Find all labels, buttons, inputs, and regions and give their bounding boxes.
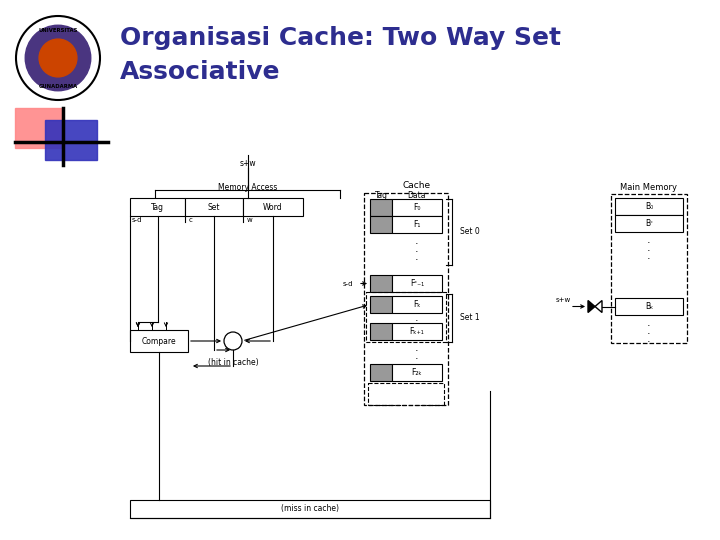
Text: Compare: Compare xyxy=(142,336,176,346)
Text: Set 0: Set 0 xyxy=(460,227,480,237)
Bar xyxy=(364,193,448,405)
Text: (hit in cache): (hit in cache) xyxy=(208,357,258,367)
Text: .: . xyxy=(647,318,651,328)
Text: UNIVERSITAS: UNIVERSITAS xyxy=(38,28,78,32)
Text: w: w xyxy=(247,217,253,223)
Text: .: . xyxy=(647,334,651,344)
Text: Organisasi Cache: Two Way Set: Organisasi Cache: Two Way Set xyxy=(120,26,561,50)
Polygon shape xyxy=(588,300,595,313)
Text: B₀: B₀ xyxy=(645,202,653,211)
Bar xyxy=(370,323,392,340)
Bar xyxy=(370,216,392,233)
Bar xyxy=(130,198,185,216)
Text: Tag: Tag xyxy=(374,191,387,199)
Bar xyxy=(45,120,97,160)
Text: Bᶜ: Bᶜ xyxy=(645,219,653,228)
Text: .: . xyxy=(415,252,419,262)
Circle shape xyxy=(39,39,77,77)
Text: s+w: s+w xyxy=(555,298,571,303)
Text: Data: Data xyxy=(408,191,426,199)
Text: s-d: s-d xyxy=(132,217,143,223)
Text: .: . xyxy=(647,243,651,253)
Bar xyxy=(243,198,303,216)
Text: c: c xyxy=(189,217,193,223)
Circle shape xyxy=(25,25,91,91)
Text: F₁: F₁ xyxy=(413,220,420,229)
Bar xyxy=(185,198,243,216)
Text: Word: Word xyxy=(264,202,283,212)
Text: .: . xyxy=(415,351,419,361)
Bar xyxy=(368,383,444,405)
Text: Fᶜ₋₁: Fᶜ₋₁ xyxy=(410,279,424,288)
Bar xyxy=(130,330,188,352)
Text: s-d: s-d xyxy=(343,280,354,287)
Bar xyxy=(392,364,442,381)
Text: .: . xyxy=(415,343,419,353)
Bar xyxy=(615,215,683,232)
Text: F₀: F₀ xyxy=(413,203,420,212)
Text: .: . xyxy=(415,313,419,323)
Text: .: . xyxy=(415,244,419,254)
Text: .: . xyxy=(647,251,651,261)
Text: .: . xyxy=(415,236,419,246)
Text: (miss in cache): (miss in cache) xyxy=(281,504,339,514)
Bar xyxy=(15,108,63,148)
Text: .: . xyxy=(647,326,651,336)
Text: Associative: Associative xyxy=(120,60,281,84)
Bar xyxy=(392,323,442,340)
Text: F₂ₖ: F₂ₖ xyxy=(412,368,423,377)
Text: s+w: s+w xyxy=(240,159,256,167)
Bar xyxy=(366,292,446,342)
Polygon shape xyxy=(595,300,602,313)
Text: Set 1: Set 1 xyxy=(460,314,480,322)
Circle shape xyxy=(16,16,100,100)
Bar xyxy=(392,199,442,216)
Text: Memory Access: Memory Access xyxy=(218,184,278,192)
Text: .: . xyxy=(647,235,651,245)
Bar xyxy=(615,298,683,315)
Bar xyxy=(370,364,392,381)
Bar xyxy=(392,216,442,233)
Text: Bₖ: Bₖ xyxy=(645,302,653,311)
Text: Fₖ: Fₖ xyxy=(413,300,420,309)
Text: Cache: Cache xyxy=(403,180,431,190)
Text: Main Memory: Main Memory xyxy=(621,184,678,192)
Text: Tag: Tag xyxy=(151,202,164,212)
Bar xyxy=(615,198,683,215)
Circle shape xyxy=(224,332,242,350)
Bar xyxy=(392,296,442,313)
Text: Fₖ₊₁: Fₖ₊₁ xyxy=(410,327,424,336)
Text: GUNADARMA: GUNADARMA xyxy=(38,84,78,89)
Bar xyxy=(130,500,490,518)
Bar xyxy=(370,275,392,292)
Bar xyxy=(611,194,687,343)
Bar xyxy=(370,296,392,313)
Bar xyxy=(392,275,442,292)
Bar xyxy=(370,199,392,216)
Text: Set: Set xyxy=(208,202,220,212)
